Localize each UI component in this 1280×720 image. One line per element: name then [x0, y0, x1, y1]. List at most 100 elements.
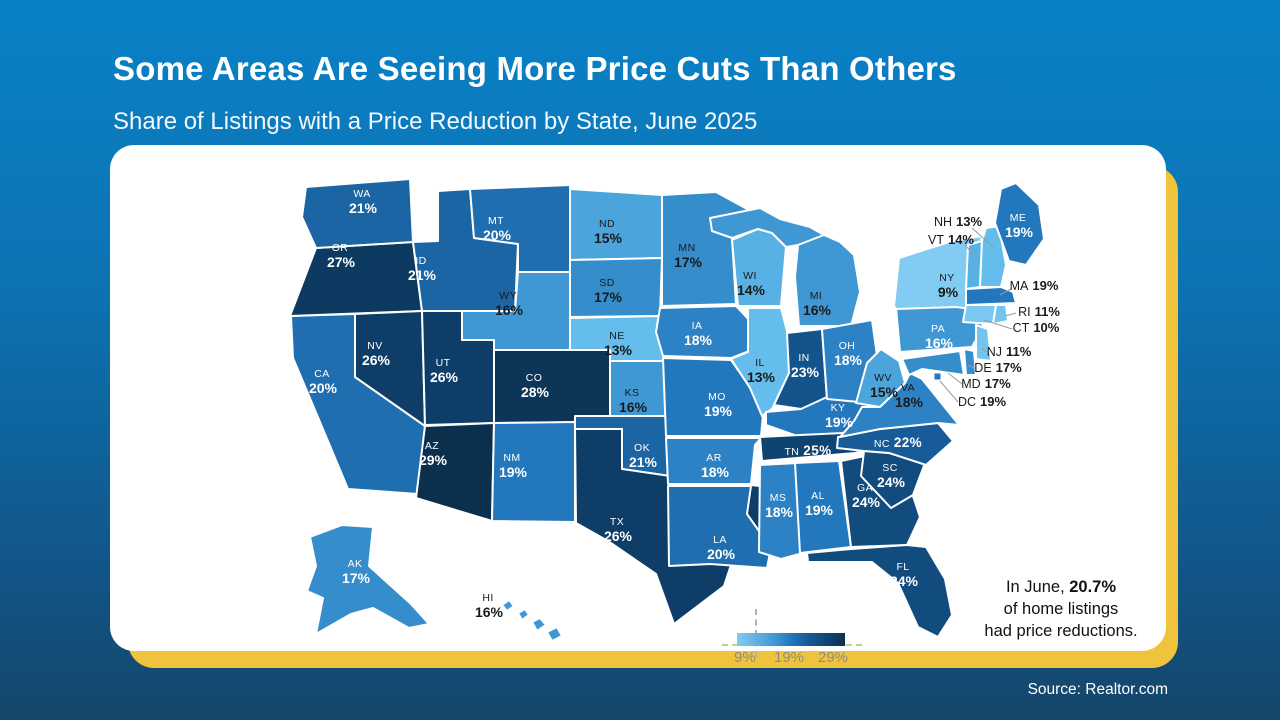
- state-value-wa: 21%: [349, 200, 378, 216]
- state-value-ne: 13%: [604, 342, 633, 358]
- state-value-or: 27%: [327, 254, 356, 270]
- state-shape-hi: [546, 626, 563, 642]
- state-value-ny: 9%: [938, 284, 959, 300]
- state-label-ma: MA 19%: [1010, 278, 1059, 293]
- state-value-tx: 26%: [604, 528, 633, 544]
- state-shape-mi: [709, 207, 825, 248]
- page-subtitle: Share of Listings with a Price Reduction…: [113, 108, 758, 135]
- state-shape-ar: [665, 437, 762, 485]
- leader-line-ri: [1004, 312, 1017, 317]
- state-value-ca: 20%: [309, 380, 338, 396]
- leader-line-ct: [983, 319, 1013, 330]
- annotation-callout: In June, 20.7% of home listings had pric…: [972, 577, 1150, 642]
- state-nd: [569, 188, 663, 261]
- state-label-md: MD 17%: [961, 376, 1011, 391]
- state-value-az: 29%: [419, 452, 448, 468]
- annotation-line1-prefix: In June,: [1005, 578, 1070, 596]
- state-value-sc: 24%: [877, 474, 906, 490]
- state-value-wy: 16%: [495, 302, 524, 318]
- state-abbr-me: ME: [1010, 212, 1027, 224]
- state-value-wv: 15%: [870, 384, 899, 400]
- state-abbr-wy: WY: [499, 290, 517, 302]
- state-value-mn: 17%: [674, 254, 703, 270]
- state-value-ga: 24%: [852, 494, 881, 510]
- state-shape-dc: [933, 372, 942, 381]
- state-shape-ms: [758, 462, 804, 560]
- state-value-fl: 24%: [890, 573, 919, 589]
- leader-line-de: [967, 364, 975, 369]
- state-label-nj: NJ 11%: [987, 344, 1032, 359]
- map-card: CA 20% OR 27% WA 21% NV 26% ID 21% UT 26% AZ 29% MT 20%…: [110, 145, 1166, 666]
- state-abbr-fl: FL: [896, 561, 909, 573]
- state-shape-ma: [965, 286, 1017, 306]
- state-abbr-mn: MN: [678, 242, 695, 254]
- state-ar: [665, 437, 762, 485]
- state-de: [963, 348, 977, 376]
- state-shape-hi: [517, 608, 530, 621]
- state-shape-sd: [569, 257, 663, 318]
- state-shape-de: [963, 348, 977, 376]
- state-abbr-al: AL: [811, 490, 825, 502]
- state-value-ia: 18%: [684, 332, 713, 348]
- state-az: [415, 422, 495, 522]
- state-abbr-wv: WV: [874, 372, 892, 384]
- page-title: Some Areas Are Seeing More Price Cuts Th…: [113, 50, 957, 87]
- state-shape-md: [901, 350, 965, 376]
- state-shape-hi: [531, 617, 547, 632]
- annotation-highlight-value: 20.7%: [1069, 578, 1117, 596]
- state-ma: [965, 286, 1017, 306]
- state-ri: [992, 304, 1009, 325]
- state-abbr-ar: AR: [706, 452, 721, 464]
- legend-tick-min: 9%: [734, 649, 756, 666]
- leader-line-nj: [981, 347, 987, 353]
- state-dc: [933, 372, 942, 381]
- state-abbr-id: ID: [415, 255, 426, 267]
- state-value-al: 19%: [805, 502, 834, 518]
- state-value-nm: 19%: [499, 464, 528, 480]
- state-mi: [709, 207, 861, 327]
- leader-line-ma: [999, 288, 1012, 296]
- legend-tick-mid: 19%: [774, 649, 805, 666]
- state-value-hi: 16%: [475, 604, 504, 620]
- state-value-ar: 18%: [701, 464, 730, 480]
- state-label-ri: RI 11%: [1018, 304, 1060, 319]
- state-value-nv: 26%: [362, 352, 391, 368]
- state-value-co: 28%: [521, 384, 550, 400]
- state-value-la: 20%: [707, 546, 736, 562]
- state-abbr-mt: MT: [488, 215, 504, 227]
- leader-line-md: [947, 372, 963, 385]
- state-abbr-ga: GA: [857, 482, 873, 494]
- state-shape-hi: [501, 599, 515, 612]
- state-abbr-ms: MS: [770, 492, 787, 504]
- state-value-ok: 21%: [629, 454, 658, 470]
- color-scale-legend: 9% 19% 29%: [722, 607, 872, 666]
- state-value-sd: 17%: [594, 289, 623, 305]
- leader-line-dc: [939, 380, 959, 403]
- state-shape-ct: [962, 304, 997, 325]
- state-va: [839, 372, 960, 438]
- state-label-de: DE 17%: [974, 360, 1022, 375]
- state-abbr-ne: NE: [609, 330, 624, 342]
- state-abbr-az: AZ: [425, 440, 439, 452]
- state-abbr-pa: PA: [931, 323, 945, 335]
- state-la: [667, 485, 772, 569]
- state-abbr-ok: OK: [634, 442, 650, 454]
- state-abbr-hi: HI: [482, 592, 493, 604]
- state-ct: [962, 304, 997, 325]
- state-abbr-la: LA: [713, 534, 727, 546]
- state-shape-me: [994, 182, 1045, 266]
- state-abbr-ca: CA: [314, 368, 329, 380]
- state-value-mt: 20%: [483, 227, 512, 243]
- state-abbr-ak: AK: [348, 558, 363, 570]
- state-abbr-mi: MI: [810, 290, 822, 302]
- state-hi: [501, 599, 563, 642]
- leader-line-vt: [964, 244, 975, 256]
- state-label-vt: VT 14%: [928, 232, 974, 247]
- state-label-tn: TN 25%: [784, 443, 831, 458]
- state-abbr-wa: WA: [353, 188, 370, 200]
- state-ak: [306, 524, 430, 635]
- state-shape-az: [415, 422, 495, 522]
- state-shape-nj: [975, 324, 992, 362]
- us-choropleth-map: CA20%OR27%WA21%NV26%ID21%UT26%AZ29%MT20%…: [289, 178, 1060, 642]
